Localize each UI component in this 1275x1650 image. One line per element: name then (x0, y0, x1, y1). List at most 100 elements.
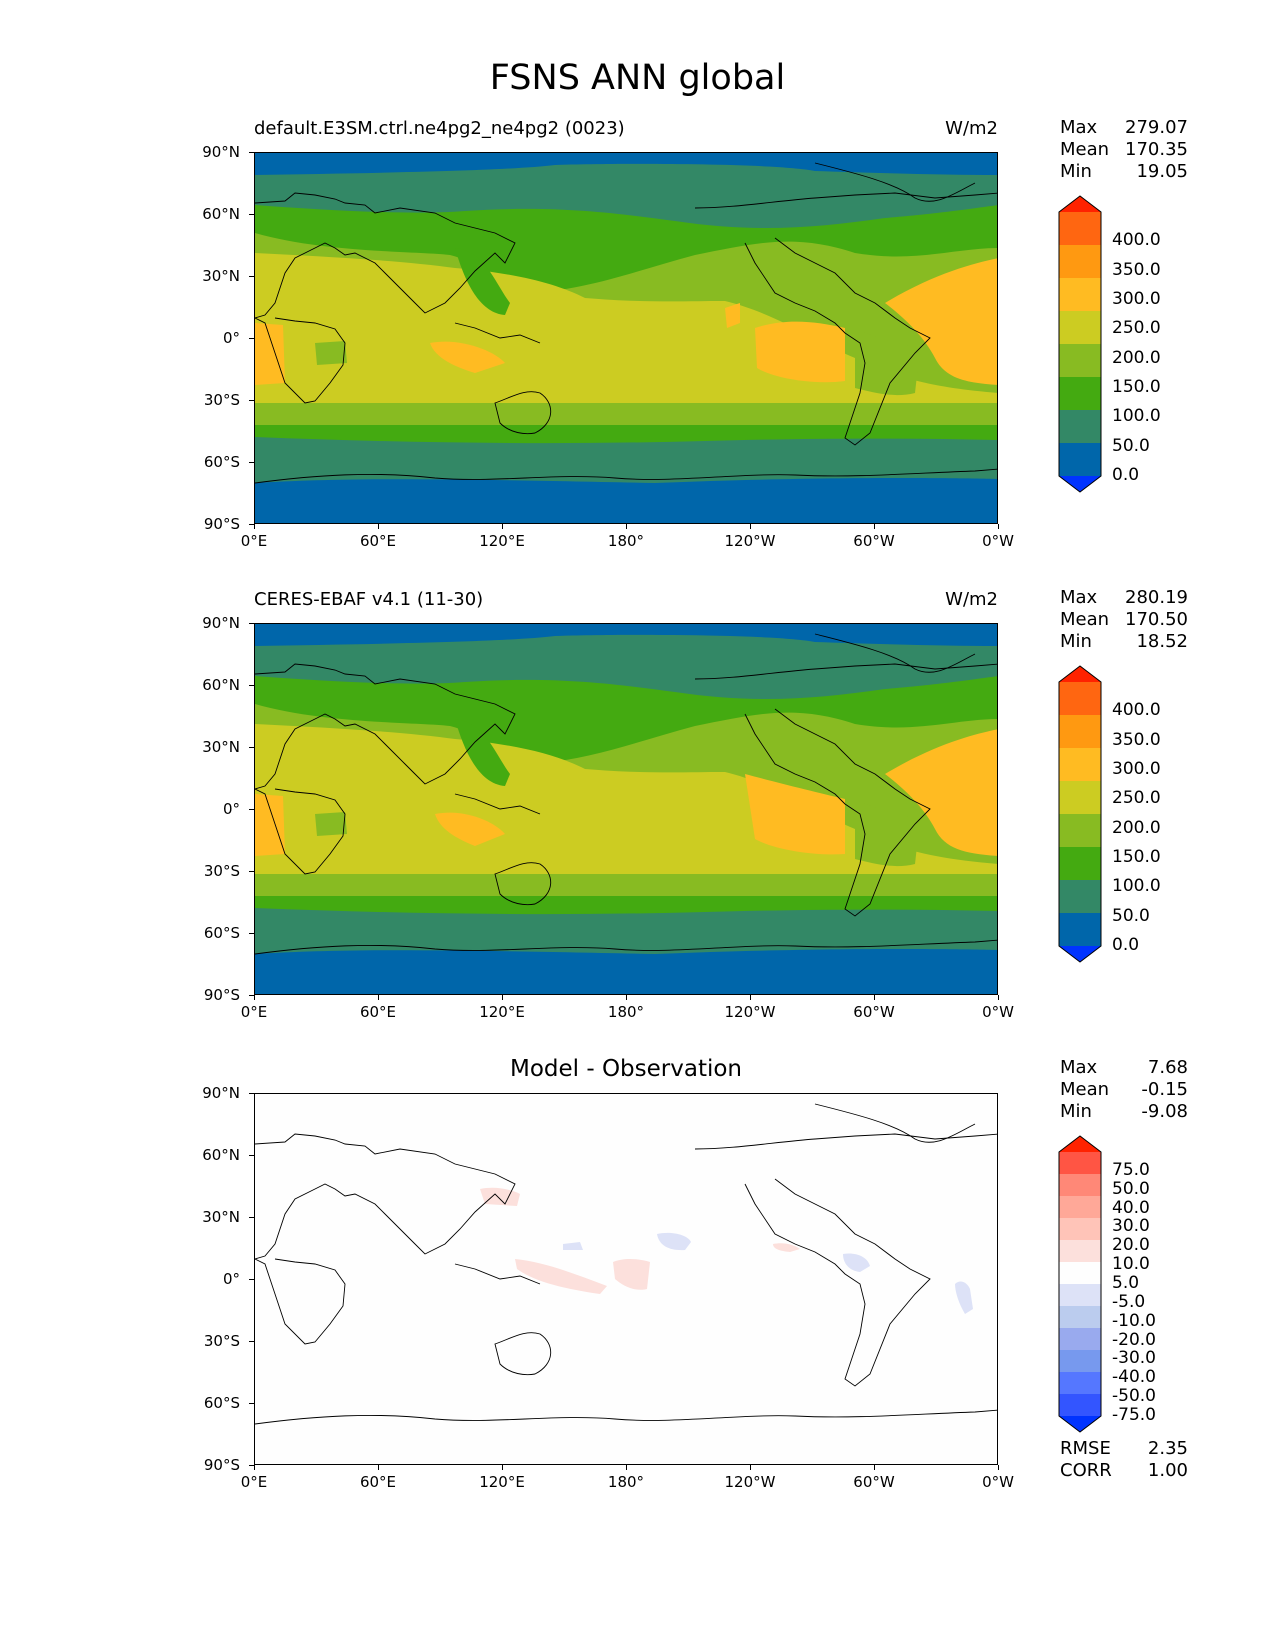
lat-tick-label: 60°S (203, 924, 240, 942)
lat-tick-label: 90°N (202, 614, 240, 632)
map-test-svg (255, 153, 997, 523)
colorbar-tick-label: 300.0 (1112, 289, 1161, 309)
colorbar-tick-label: 50.0 (1112, 1178, 1150, 1199)
lat-tick-label: 30°S (203, 862, 240, 880)
colorbar-segment (1059, 913, 1101, 947)
band-250-300-tropics (255, 253, 725, 393)
lat-tick-label: 90°S (203, 1456, 240, 1474)
colorbar-tick-label: -40.0 (1112, 1367, 1156, 1388)
colorbar-segment (1059, 1240, 1101, 1263)
lon-tick-label: 60°E (359, 1003, 397, 1021)
china-green (455, 248, 510, 315)
anom-neg-atlantic (955, 1281, 973, 1314)
lon-tick (502, 524, 503, 529)
colorbar-extend-min (1059, 946, 1101, 962)
lat-tick (249, 338, 254, 339)
colorbar-tick-label: 40.0 (1112, 1197, 1150, 1218)
lon-tick-label: 120°W (724, 1473, 776, 1491)
stats-reference: Max 280.19 Mean 170.50 Min 18.52 (1060, 587, 1188, 653)
lat-tick-label: 30°N (202, 267, 240, 285)
panel-test-units: W/m2 (945, 118, 998, 139)
stat-min-value: -9.08 (1141, 1101, 1188, 1122)
colorbar-tick-label: -5.0 (1112, 1291, 1146, 1312)
lon-tick (502, 995, 503, 1000)
warm-atlantic (255, 323, 285, 385)
colorbar-segment (1059, 443, 1101, 477)
colorbar-tick-label: 50.0 (1112, 905, 1150, 926)
lon-tick-label: 0°E (240, 1473, 268, 1491)
lon-tick (874, 1465, 875, 1470)
warm-pacific (755, 321, 845, 383)
samerica-green (855, 328, 920, 396)
lat-tick (249, 462, 254, 463)
lon-tick-label: 60°W (853, 1473, 895, 1491)
colorbar-extend-max (1059, 666, 1101, 682)
colorbar-tick-label: -30.0 (1112, 1348, 1156, 1369)
lon-tick (254, 524, 255, 529)
colorbar-segment (1059, 1394, 1101, 1417)
rmse-value: 2.35 (1147, 1438, 1188, 1459)
colorbar-segment (1059, 1372, 1101, 1395)
lat-tick (249, 623, 254, 624)
lat-tick-label: 30°S (203, 391, 240, 409)
map-reference (254, 623, 998, 995)
lon-tick-label: 0°E (240, 532, 268, 550)
lat-tick (249, 871, 254, 872)
map-reference-svg (255, 624, 997, 994)
colorbar-tick-label: 0.0 (1112, 465, 1140, 485)
lon-tick (874, 524, 875, 529)
stat-min-value: 19.05 (1136, 161, 1188, 182)
lat-tick (249, 400, 254, 401)
corr-value: 1.00 (1147, 1460, 1188, 1481)
colorbar-tick-label: -50.0 (1112, 1386, 1156, 1407)
lon-tick-label: 60°W (853, 532, 895, 550)
lat-tick-label: 90°S (203, 515, 240, 533)
lat-tick (249, 995, 254, 996)
colorbar-segment (1059, 880, 1101, 914)
lat-tick (249, 685, 254, 686)
lat-tick-label: 30°S (203, 1332, 240, 1350)
stat-mean-label: Mean (1060, 1079, 1110, 1100)
rmse-label: RMSE (1060, 1438, 1111, 1459)
lat-tick (249, 1093, 254, 1094)
lat-tick-label: 60°S (203, 1394, 240, 1412)
stat-max-label: Max (1060, 1057, 1098, 1078)
colorbar-tick-label: 20.0 (1112, 1235, 1150, 1256)
stat-mean-value: 170.35 (1125, 139, 1188, 160)
stat-mean-value: -0.15 (1141, 1079, 1188, 1100)
lon-tick-label: 180° (607, 1003, 645, 1021)
warm-pacific-small (725, 303, 740, 328)
lon-tick-label: 60°W (853, 1003, 895, 1021)
colorbar-tick-label: 400.0 (1112, 700, 1161, 721)
lat-tick (249, 1279, 254, 1280)
stat-min-label: Min (1060, 631, 1092, 652)
anom-pos-japan (480, 1187, 520, 1206)
anom-pos-cpacific (613, 1258, 650, 1290)
colorbar-segment (1059, 1328, 1101, 1351)
panel-reference-title: CERES-EBAF v4.1 (11-30) (254, 589, 484, 610)
lat-tick-label: 60°S (203, 453, 240, 471)
colorbar-tick-label: 10.0 (1112, 1254, 1150, 1275)
colorbar-tick-label: 200.0 (1112, 817, 1161, 838)
stat-max-label: Max (1060, 587, 1098, 608)
lat-tick-label: 90°N (202, 1084, 240, 1102)
band-antarctic (255, 478, 997, 523)
colorbar-tick-label: 400.0 (1112, 230, 1161, 251)
lon-tick-label: 120°E (479, 1473, 525, 1491)
colorbar-test (1058, 195, 1102, 493)
stats-difference: Max 7.68 Mean -0.15 Min -9.08 (1060, 1057, 1188, 1123)
lon-tick (502, 1465, 503, 1470)
lon-tick-label: 0°W (982, 1003, 1014, 1021)
lon-tick (626, 1465, 627, 1470)
colorbar-tick-label: -75.0 (1112, 1405, 1156, 1425)
lat-tick (249, 1155, 254, 1156)
lon-tick (750, 1465, 751, 1470)
colorbar-segment (1059, 781, 1101, 815)
anom-pos-wpacific (515, 1259, 607, 1294)
lon-tick (998, 995, 999, 1000)
coastlines (255, 162, 997, 484)
colorbar-segment (1059, 1284, 1101, 1307)
stat-min-value: 18.52 (1136, 631, 1188, 652)
lon-tick-label: 0°W (982, 532, 1014, 550)
lat-tick (249, 1217, 254, 1218)
